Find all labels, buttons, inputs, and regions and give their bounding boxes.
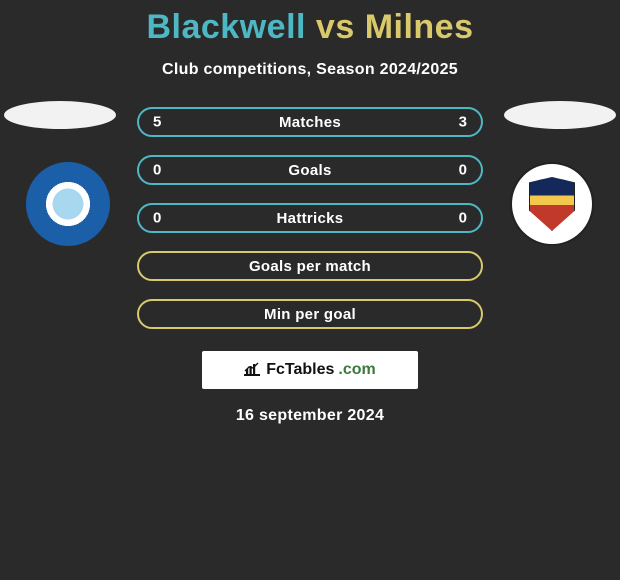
chart-icon (244, 362, 260, 379)
club-crest-left (26, 162, 110, 246)
stat-label: Goals (288, 162, 331, 179)
player2-name: Milnes (365, 8, 474, 46)
shadow-ellipse-right (504, 101, 616, 129)
stat-label: Min per goal (264, 306, 356, 323)
stat-row-goals: 0 Goals 0 (137, 155, 483, 185)
shadow-ellipse-left (4, 101, 116, 129)
stat-left-value: 5 (153, 114, 161, 131)
shield-icon (529, 177, 575, 231)
brand-tld: .com (338, 361, 375, 379)
stat-right-value: 0 (459, 210, 467, 227)
stat-label: Goals per match (249, 258, 371, 275)
player1-name: Blackwell (146, 8, 305, 46)
vs-separator: vs (316, 8, 355, 46)
brand-badge[interactable]: FcTables.com (202, 351, 418, 389)
stat-left-value: 0 (153, 210, 161, 227)
stat-right-value: 0 (459, 162, 467, 179)
stat-row-matches: 5 Matches 3 (137, 107, 483, 137)
brand-name: FcTables (266, 361, 334, 379)
stat-row-goals-per-match: Goals per match (137, 251, 483, 281)
stat-left-value: 0 (153, 162, 161, 179)
stat-row-hattricks: 0 Hattricks 0 (137, 203, 483, 233)
club-crest-right (510, 162, 594, 246)
date-text: 16 september 2024 (0, 407, 620, 425)
stats-list: 5 Matches 3 0 Goals 0 0 Hattricks 0 Goal… (137, 107, 483, 329)
page-title: Blackwell vs Milnes (0, 0, 620, 47)
subtitle: Club competitions, Season 2024/2025 (0, 61, 620, 79)
stat-label: Hattricks (277, 210, 344, 227)
stat-row-min-per-goal: Min per goal (137, 299, 483, 329)
comparison-panel: 5 Matches 3 0 Goals 0 0 Hattricks 0 Goal… (0, 107, 620, 425)
stat-right-value: 3 (459, 114, 467, 131)
stat-label: Matches (279, 114, 341, 131)
